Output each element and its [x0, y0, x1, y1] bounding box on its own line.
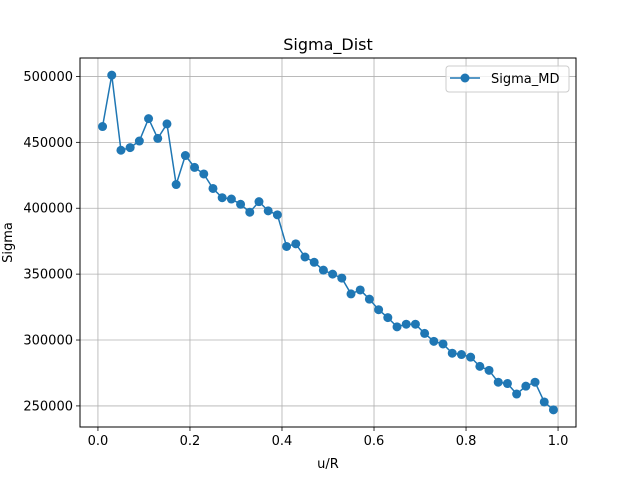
y-tick-label: 400000 [23, 202, 73, 217]
data-point [355, 285, 365, 295]
x-axis-label: u/R [317, 457, 339, 472]
data-point [190, 162, 200, 172]
x-axis-ticks: 0.0 0.2 0.4 0.6 0.8 1.0 [88, 427, 569, 449]
data-point [107, 70, 117, 80]
data-point [226, 194, 236, 204]
legend-box [445, 65, 570, 93]
data-point [392, 322, 402, 332]
data-point [272, 210, 282, 220]
y-tick-label: 350000 [23, 268, 73, 283]
data-point [429, 336, 439, 346]
data-point [199, 169, 209, 179]
grid-lines [80, 58, 576, 427]
data-point [309, 257, 319, 267]
data-point [484, 365, 494, 375]
data-point [236, 199, 246, 209]
data-point [456, 350, 466, 360]
data-point [98, 122, 108, 132]
data-point [420, 328, 430, 338]
data-point [447, 348, 457, 358]
data-point [401, 319, 411, 329]
data-point [208, 183, 218, 193]
data-point [337, 273, 347, 283]
data-point [530, 377, 540, 387]
data-point [521, 381, 531, 391]
data-point [116, 145, 126, 155]
series-layer [98, 70, 558, 415]
x-tick-label: 0.6 [364, 434, 385, 449]
y-axis-ticks: 250000 300000 350000 400000 450000 500000 [23, 70, 80, 414]
data-point [374, 305, 384, 315]
x-tick-label: 0.4 [272, 434, 293, 449]
data-point [383, 313, 393, 323]
data-point [144, 114, 154, 124]
data-point [291, 239, 301, 249]
y-tick-label: 250000 [23, 399, 73, 414]
data-point [180, 151, 190, 161]
data-point [134, 136, 144, 146]
data-point [328, 269, 338, 279]
data-point [493, 377, 503, 387]
data-point [125, 143, 135, 153]
legend: Sigma_MD [445, 65, 570, 93]
data-point [245, 207, 255, 217]
y-tick-label: 500000 [23, 70, 73, 85]
data-point [548, 405, 558, 415]
x-tick-label: 1.0 [548, 434, 569, 449]
data-point [539, 397, 549, 407]
data-point [254, 197, 264, 207]
data-point [300, 252, 310, 262]
data-point [475, 361, 485, 371]
data-point [282, 241, 292, 251]
data-point [162, 119, 172, 129]
data-point [263, 206, 273, 216]
data-point [410, 319, 420, 329]
data-point [217, 193, 227, 203]
plot-frame [79, 57, 577, 428]
x-tick-label: 0.2 [180, 434, 201, 449]
chart-title: Sigma_Dist [283, 35, 373, 55]
data-point [346, 289, 356, 299]
data-point [438, 339, 448, 349]
data-point [364, 294, 374, 304]
y-axis-label: Sigma [1, 222, 16, 263]
legend-marker-sample [460, 73, 470, 83]
data-point [512, 389, 522, 399]
data-point [171, 180, 181, 190]
x-tick-label: 0.8 [456, 434, 477, 449]
data-point [502, 379, 512, 389]
data-point [153, 133, 163, 143]
y-tick-label: 450000 [23, 136, 73, 151]
data-point [466, 352, 476, 362]
x-tick-label: 0.0 [88, 434, 109, 449]
legend-entry-sigma-md: Sigma_MD [491, 72, 559, 87]
data-point [318, 265, 328, 275]
y-tick-label: 300000 [23, 334, 73, 349]
